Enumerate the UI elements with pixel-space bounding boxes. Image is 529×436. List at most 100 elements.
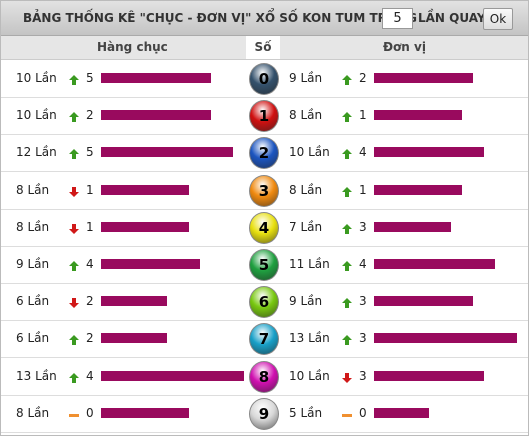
count: 8 <box>16 219 24 234</box>
data-row: 10 Lần 2 1 8 Lần 1 <box>1 97 528 136</box>
count-label: 5 Lần <box>289 406 322 420</box>
change: 3 <box>359 294 367 309</box>
change: 4 <box>359 145 367 160</box>
count-label: 9 Lần <box>289 71 322 85</box>
count-label: 11 Lần <box>289 257 330 271</box>
count: 13 <box>16 368 32 383</box>
trend-icon-up <box>69 111 79 123</box>
column-header: Hàng chục Số Đơn vị <box>1 36 528 60</box>
change: 2 <box>86 108 94 123</box>
trend-icon-flat <box>69 409 79 419</box>
bar <box>374 333 517 344</box>
trend-icon-up <box>342 74 352 85</box>
header-bar: BẢNG THỐNG KÊ "CHỤC - ĐƠN VỊ" XỔ SỐ KON … <box>1 1 528 36</box>
change: 1 <box>359 182 367 197</box>
data-row: 8 Lần 1 4 7 Lần 3 <box>1 209 528 247</box>
unit: Lần <box>35 108 57 123</box>
data-row: 6 Lần 2 7 13 Lần 3 <box>1 320 528 359</box>
trend-icon-up <box>342 186 352 197</box>
bar <box>101 147 233 158</box>
digit-ball: 2 <box>249 137 279 170</box>
count-label: 8 Lần <box>16 406 49 420</box>
bar <box>374 407 429 418</box>
count: 9 <box>16 257 24 271</box>
trend-icon-up <box>69 372 79 383</box>
digit-ball: 4 <box>249 211 279 244</box>
bar <box>101 73 211 83</box>
bar <box>101 407 189 418</box>
trend-icon-up <box>342 223 352 234</box>
count-input[interactable]: 5 <box>382 8 413 29</box>
unit: Lần <box>300 405 323 420</box>
trend-icon-up <box>69 148 79 160</box>
unit: Lần <box>300 294 323 309</box>
count: 12 <box>16 145 32 160</box>
change: 4 <box>359 257 367 271</box>
title-suffix: LẦN QUAY <box>418 11 486 25</box>
count-label: 10 Lần <box>16 71 57 85</box>
trend-icon-up <box>342 148 352 160</box>
count: 8 <box>16 405 24 420</box>
unit: Lần <box>27 257 50 271</box>
bar <box>374 184 462 195</box>
count: 5 <box>289 405 297 420</box>
count: 13 <box>289 331 305 346</box>
change: 3 <box>359 368 367 383</box>
data-row: 8 Lần 0 9 5 Lần 0 <box>1 395 528 433</box>
count-label: 6 Lần <box>16 331 49 345</box>
trend-icon-up <box>69 334 79 346</box>
change: 1 <box>359 108 367 123</box>
count: 9 <box>289 294 297 309</box>
change: 5 <box>86 145 94 160</box>
ok-button[interactable]: Ok <box>483 8 513 30</box>
bar <box>101 110 211 121</box>
bar <box>374 110 462 121</box>
count-label: 8 Lần <box>16 220 49 234</box>
change: 2 <box>86 294 94 309</box>
unit: Lần <box>35 368 57 383</box>
bar <box>374 73 473 83</box>
bar <box>374 296 473 307</box>
count-label: 10 Lần <box>16 108 57 122</box>
count: 8 <box>289 108 297 123</box>
count-label: 9 Lần <box>16 257 49 271</box>
count: 10 <box>16 71 32 85</box>
count: 7 <box>289 219 297 234</box>
count-label: 10 Lần <box>289 145 330 159</box>
change: 3 <box>359 331 367 346</box>
count-label: 8 Lần <box>16 183 49 197</box>
bar <box>374 221 451 232</box>
count-label: 10 Lần <box>289 369 330 383</box>
unit: Lần <box>308 331 330 346</box>
count: 10 <box>289 368 305 383</box>
digit-ball: 9 <box>249 397 279 430</box>
bar <box>374 370 484 381</box>
data-row: 6 Lần 2 6 9 Lần 3 <box>1 283 528 322</box>
change: 2 <box>86 331 94 346</box>
bar <box>374 147 484 158</box>
unit: Lần <box>300 219 323 234</box>
count: 6 <box>16 331 24 346</box>
digit-ball: 8 <box>249 360 279 393</box>
count: 8 <box>16 182 24 197</box>
data-row: 13 Lần 4 8 10 Lần 3 <box>1 358 528 396</box>
unit: Lần <box>300 71 323 85</box>
count-label: 9 Lần <box>289 294 322 308</box>
unit: Lần <box>27 405 50 420</box>
count: 11 <box>289 257 305 271</box>
unit: Lần <box>27 182 50 197</box>
bar <box>374 259 495 269</box>
change: 4 <box>86 257 94 271</box>
digit-ball: 3 <box>249 174 279 207</box>
count-label: 12 Lần <box>16 145 57 159</box>
trend-icon-down <box>69 297 79 309</box>
title: BẢNG THỐNG KÊ "CHỤC - ĐƠN VỊ" XỔ SỐ KON … <box>23 11 418 25</box>
count-label: 13 Lần <box>289 331 330 345</box>
count: 6 <box>16 294 24 309</box>
trend-icon-up <box>342 297 352 309</box>
digit-ball: 6 <box>249 286 279 319</box>
count-label: 13 Lần <box>16 369 57 383</box>
trend-icon-flat <box>342 409 352 419</box>
unit: Lần <box>308 257 330 271</box>
bar <box>101 296 167 307</box>
